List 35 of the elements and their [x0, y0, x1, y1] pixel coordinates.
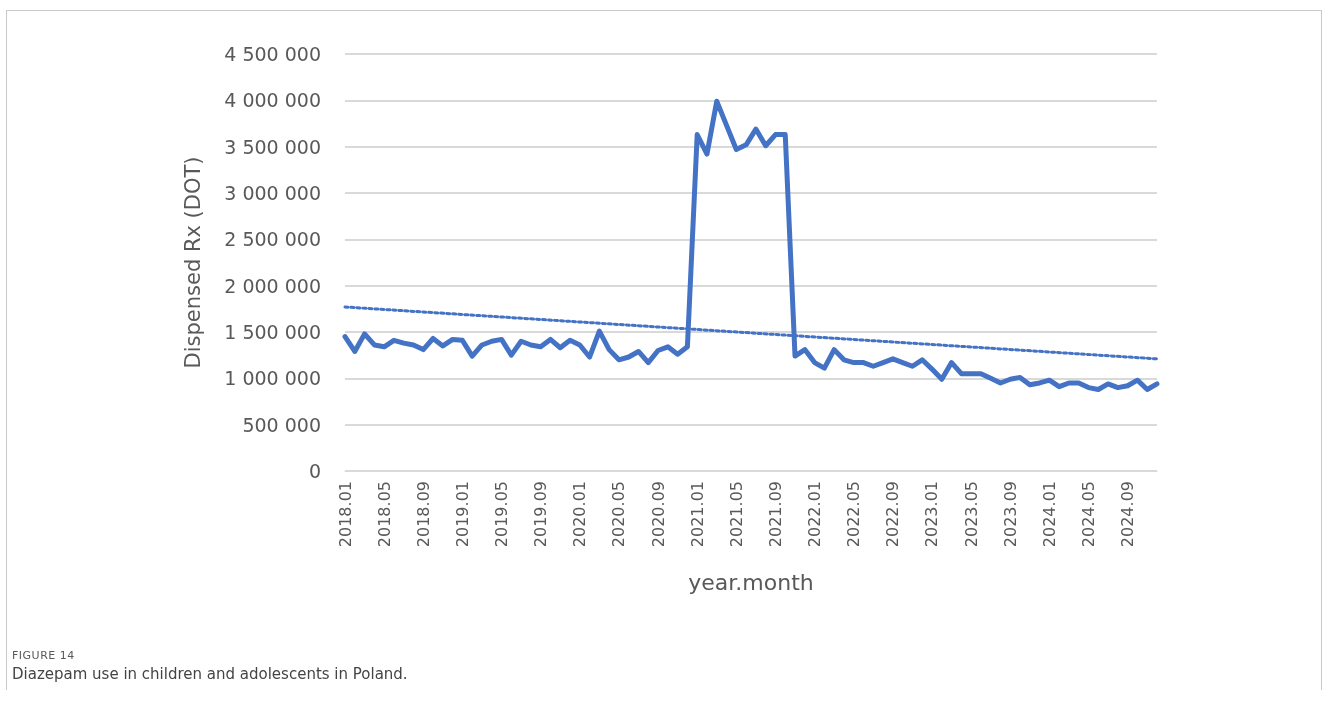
x-tick-label: 2018.09: [413, 481, 433, 548]
x-tick-label: 2023.01: [922, 481, 942, 548]
x-tick-label: 2019.09: [531, 481, 551, 548]
x-tick-label: 2020.05: [609, 481, 629, 548]
x-tick-label: 2023.09: [1000, 481, 1020, 548]
x-tick-label: 2018.01: [335, 481, 355, 548]
text: Diazepam use in children and adolescents in Poland.: [12, 664, 409, 684]
x-tick-label: 2022.01: [805, 481, 825, 548]
caption: FIGURE 14: [12, 648, 76, 664]
x-tick-label: 2021.01: [687, 481, 707, 548]
y-tick-label: 4 500 000: [224, 43, 321, 65]
x-tick-label: 2021.09: [765, 481, 785, 548]
x-tick-label: 2020.01: [570, 481, 590, 548]
x-tick-label: 2024.01: [1039, 481, 1059, 548]
x-tick-label: 2024.05: [1079, 481, 1099, 548]
x-tick-label: 2019.01: [452, 481, 472, 548]
y-tick-label: 500 000: [242, 413, 321, 436]
x-tick-label: 2023.05: [961, 481, 981, 548]
x-tick-label: 2022.05: [844, 481, 864, 548]
x-axis-title: year.month: [688, 569, 814, 595]
y-tick-label: 2 000 000: [224, 274, 321, 297]
y-tick-label: 4 000 000: [224, 89, 321, 112]
x-tick-label: 2024.09: [1118, 481, 1138, 548]
x-tick-label: 2022.09: [883, 481, 903, 548]
x-tick-label: 2021.05: [726, 481, 746, 548]
y-tick-label: 0: [308, 460, 321, 482]
y-tick-label: 3 500 000: [224, 135, 321, 158]
x-tick-label: 2018.05: [374, 481, 394, 548]
y-tick-label: 2 500 000: [224, 228, 321, 251]
y-axis-title: Dispensed Rx (DOT): [180, 156, 205, 369]
x-tick-label: 2019.05: [492, 481, 512, 548]
y-tick-label: 1 000 000: [224, 367, 321, 390]
y-tick-label: 1 500 000: [224, 321, 321, 343]
x-tick-label: 2020.09: [648, 481, 668, 548]
y-tick-label: 3 000 000: [224, 182, 321, 204]
